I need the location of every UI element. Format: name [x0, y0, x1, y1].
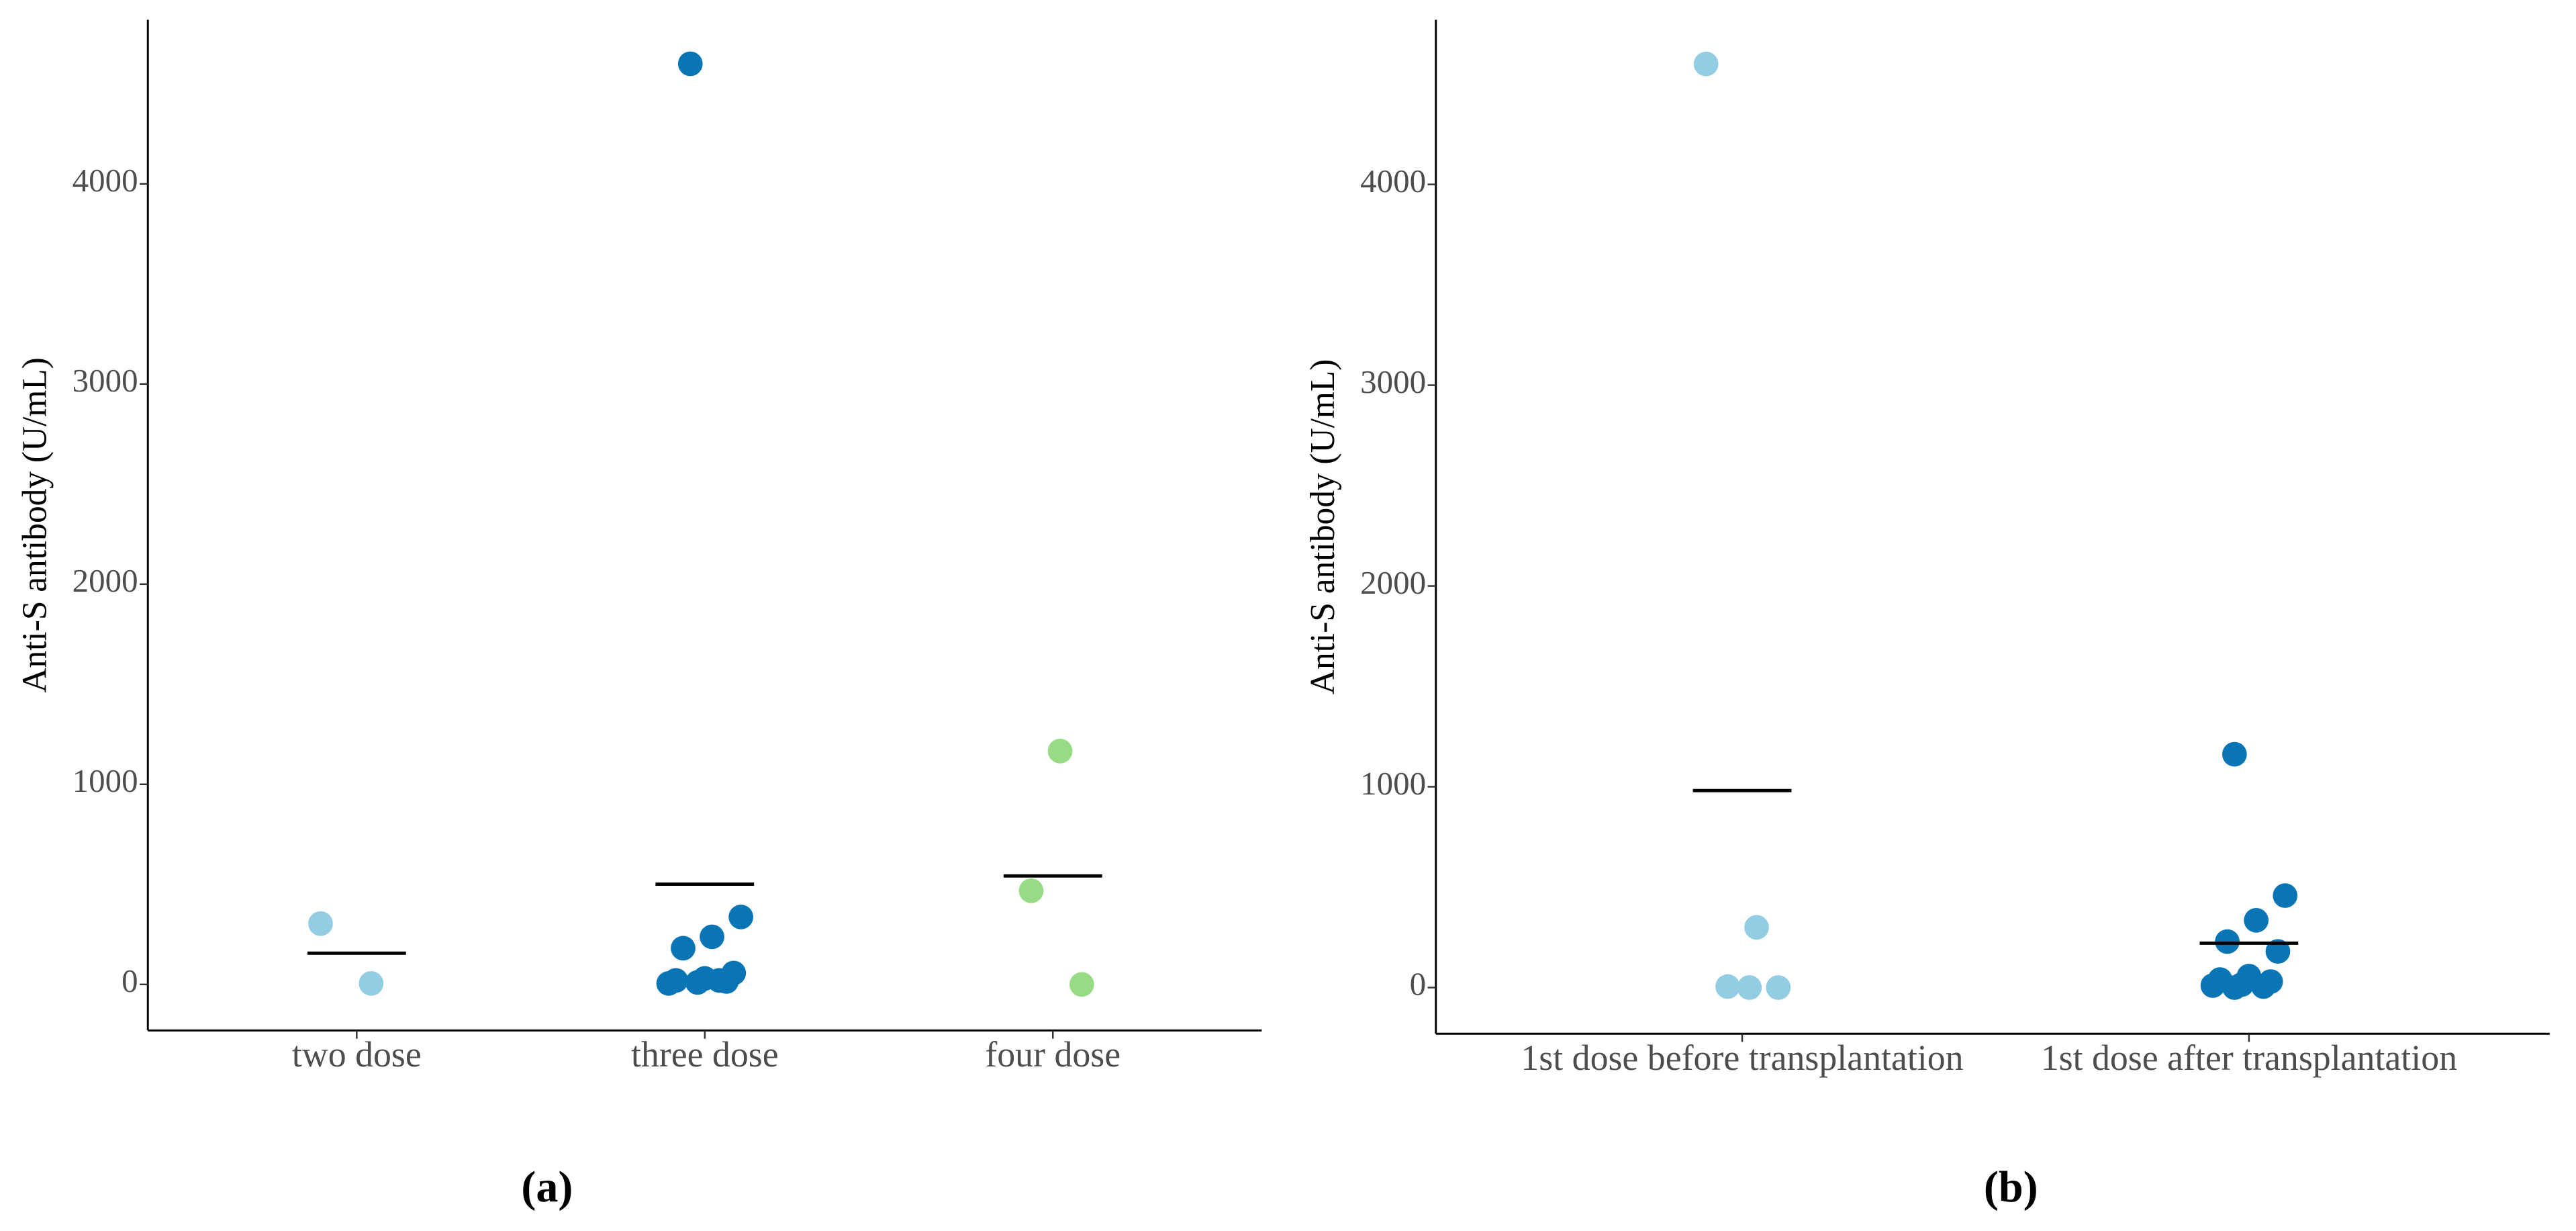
y-tick-label: 3000: [1360, 363, 1426, 400]
data-point: [2200, 973, 2226, 998]
x-tick-label: four dose: [985, 1034, 1120, 1075]
data-point: [1766, 975, 1791, 1000]
data-point: [2222, 975, 2247, 1000]
data-point: [2251, 974, 2276, 999]
y-tick-label: 2000: [1360, 564, 1426, 601]
data-point: [1715, 974, 1740, 999]
panel-caption: (a): [521, 1162, 573, 1212]
data-point: [2265, 939, 2291, 964]
y-tick-label: 1000: [73, 762, 138, 799]
data-point: [685, 970, 710, 995]
data-point: [706, 968, 732, 993]
y-axis-label: Anti-S antibody (U/mL): [1304, 359, 1342, 694]
y-tick-label: 0: [1410, 966, 1426, 1003]
data-point: [700, 924, 724, 950]
x-tick-label: two dose: [292, 1034, 422, 1075]
x-tick-label: three dose: [631, 1034, 779, 1075]
data-point: [2244, 908, 2269, 933]
data-point: [671, 936, 696, 961]
data-point: [2222, 741, 2247, 767]
data-point: [1018, 878, 1044, 903]
data-point: [677, 51, 703, 77]
data-point: [728, 905, 753, 929]
y-axis-label: Anti-S antibody (U/mL): [16, 357, 54, 692]
y-tick-label: 0: [122, 962, 138, 999]
data-point: [1737, 975, 1762, 1000]
y-tick-label: 4000: [73, 162, 138, 199]
data-point: [308, 911, 333, 936]
data-point: [2273, 883, 2298, 908]
x-tick-label: 1st dose after transplantation: [2041, 1038, 2457, 1078]
y-tick-label: 3000: [73, 362, 138, 399]
data-point: [359, 970, 384, 996]
y-tick-label: 1000: [1360, 765, 1426, 802]
data-point: [1069, 972, 1094, 997]
data-point: [1693, 51, 1719, 77]
data-point: [1744, 915, 1769, 940]
y-tick-label: 2000: [73, 562, 138, 599]
x-tick-label: 1st dose before transplantation: [1521, 1038, 1963, 1078]
data-point: [1047, 739, 1073, 764]
panel-caption: (b): [1984, 1162, 2038, 1212]
data-point: [656, 970, 681, 996]
y-tick-label: 4000: [1360, 163, 1426, 199]
